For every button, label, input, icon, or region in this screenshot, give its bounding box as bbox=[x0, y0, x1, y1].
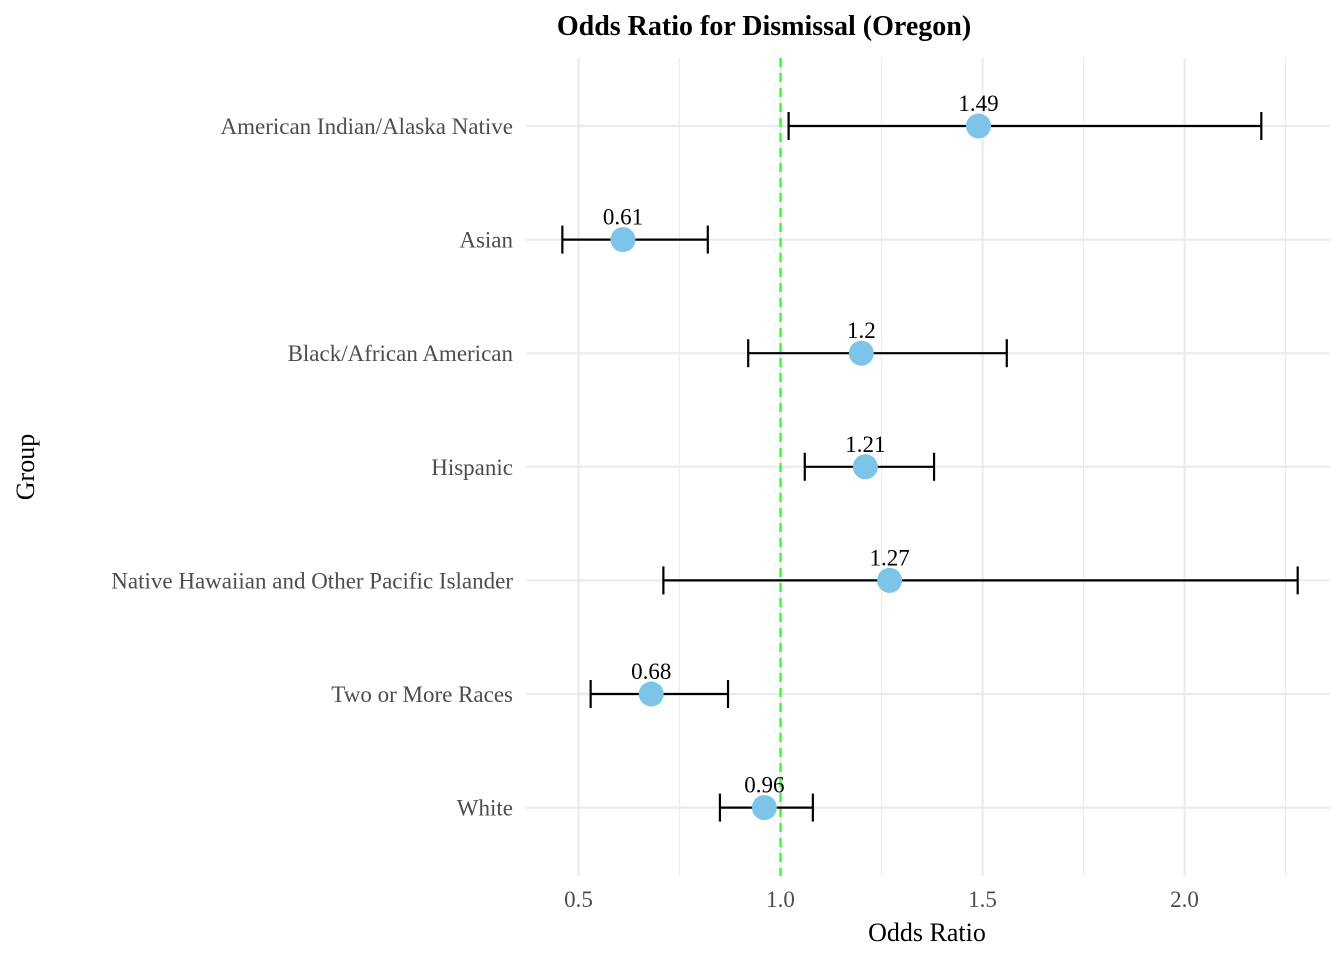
x-tick-labels: 0.5 1.0 1.5 2.0 bbox=[564, 887, 1199, 912]
x-axis-title: Odds Ratio bbox=[868, 918, 986, 947]
data-label-layer: 1.49 0.61 1.2 1.21 1.27 0.68 0.96 bbox=[603, 91, 999, 798]
data-label: 1.27 bbox=[869, 545, 909, 570]
data-label: 0.61 bbox=[603, 205, 643, 230]
y-tick-label: American Indian/Alaska Native bbox=[221, 114, 514, 139]
odds-ratio-point bbox=[610, 227, 636, 253]
odds-ratio-point bbox=[638, 681, 664, 707]
y-axis-title: Group bbox=[11, 434, 40, 500]
data-label: 1.2 bbox=[847, 318, 876, 343]
odds-ratio-point bbox=[966, 113, 992, 139]
chart-title: Odds Ratio for Dismissal (Oregon) bbox=[557, 11, 971, 42]
x-tick-label: 0.5 bbox=[564, 887, 593, 912]
y-tick-label: Native Hawaiian and Other Pacific Island… bbox=[111, 568, 513, 593]
data-label: 0.96 bbox=[744, 773, 784, 798]
y-tick-label: White bbox=[457, 796, 513, 821]
data-label: 1.49 bbox=[958, 91, 998, 116]
odds-ratio-point bbox=[751, 795, 777, 821]
error-bar-layer bbox=[561, 112, 1299, 822]
data-label: 1.21 bbox=[845, 432, 885, 457]
y-tick-label: Asian bbox=[459, 228, 513, 253]
y-tick-labels: American Indian/Alaska Native Asian Black/… bbox=[111, 114, 513, 821]
data-label: 0.68 bbox=[631, 659, 671, 684]
x-tick-label: 1.0 bbox=[766, 887, 795, 912]
odds-ratio-point bbox=[852, 454, 878, 480]
odds-ratio-point bbox=[848, 340, 874, 366]
y-tick-label: Two or More Races bbox=[331, 682, 513, 707]
y-tick-label: Hispanic bbox=[431, 455, 513, 480]
odds-ratio-point bbox=[877, 567, 903, 593]
y-tick-label: Black/African American bbox=[288, 341, 514, 366]
point-layer bbox=[610, 113, 992, 821]
x-tick-label: 1.5 bbox=[968, 887, 997, 912]
x-tick-label: 2.0 bbox=[1170, 887, 1199, 912]
